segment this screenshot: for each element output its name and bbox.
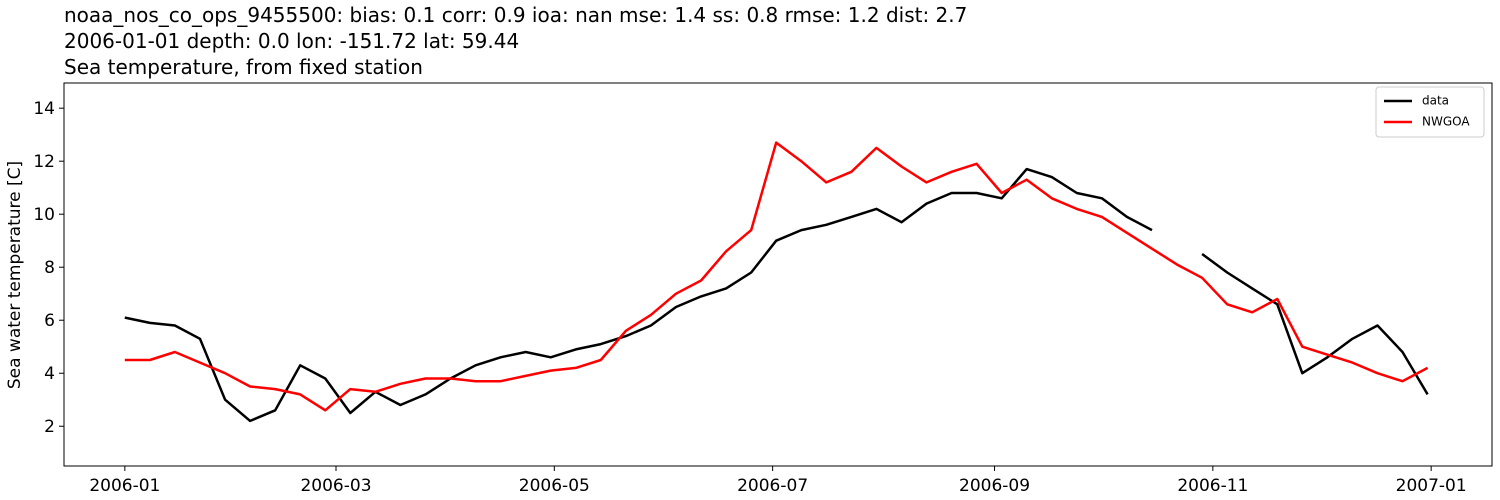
x-tick-label: 2006-07 — [737, 476, 808, 496]
series-line — [124, 141, 1429, 412]
y-tick-label: 4 — [44, 364, 55, 384]
y-tick-label: 14 — [33, 99, 55, 119]
chart-subtitle: 2006-01-01 depth: 0.0 lon: -151.72 lat: … — [64, 29, 519, 53]
y-tick-label: 10 — [33, 205, 55, 225]
x-tick-label: 2006-01 — [89, 476, 160, 496]
legend-label: NWGOA — [1422, 115, 1470, 129]
x-tick-label: 2006-11 — [1177, 476, 1248, 496]
y-tick-label: 6 — [44, 311, 55, 331]
x-tick-label: 2006-03 — [300, 476, 371, 496]
y-tick-label: 2 — [44, 417, 55, 437]
y-tick-label: 8 — [44, 258, 55, 278]
chart-subtitle: Sea temperature, from fixed station — [64, 55, 423, 79]
x-tick-label: 2007-01 — [1396, 476, 1467, 496]
plot-area — [63, 82, 1493, 467]
x-tick-label: 2006-09 — [959, 476, 1030, 496]
y-axis-label: Sea water temperature [C] — [5, 161, 25, 389]
legend-box — [1375, 86, 1485, 138]
series-line — [124, 167, 1429, 423]
x-tick-label: 2006-05 — [519, 476, 590, 496]
y-tick-label: 12 — [33, 152, 55, 172]
chart-title: noaa_nos_co_ops_9455500: bias: 0.1 corr:… — [64, 3, 967, 27]
legend-label: data — [1422, 94, 1449, 108]
